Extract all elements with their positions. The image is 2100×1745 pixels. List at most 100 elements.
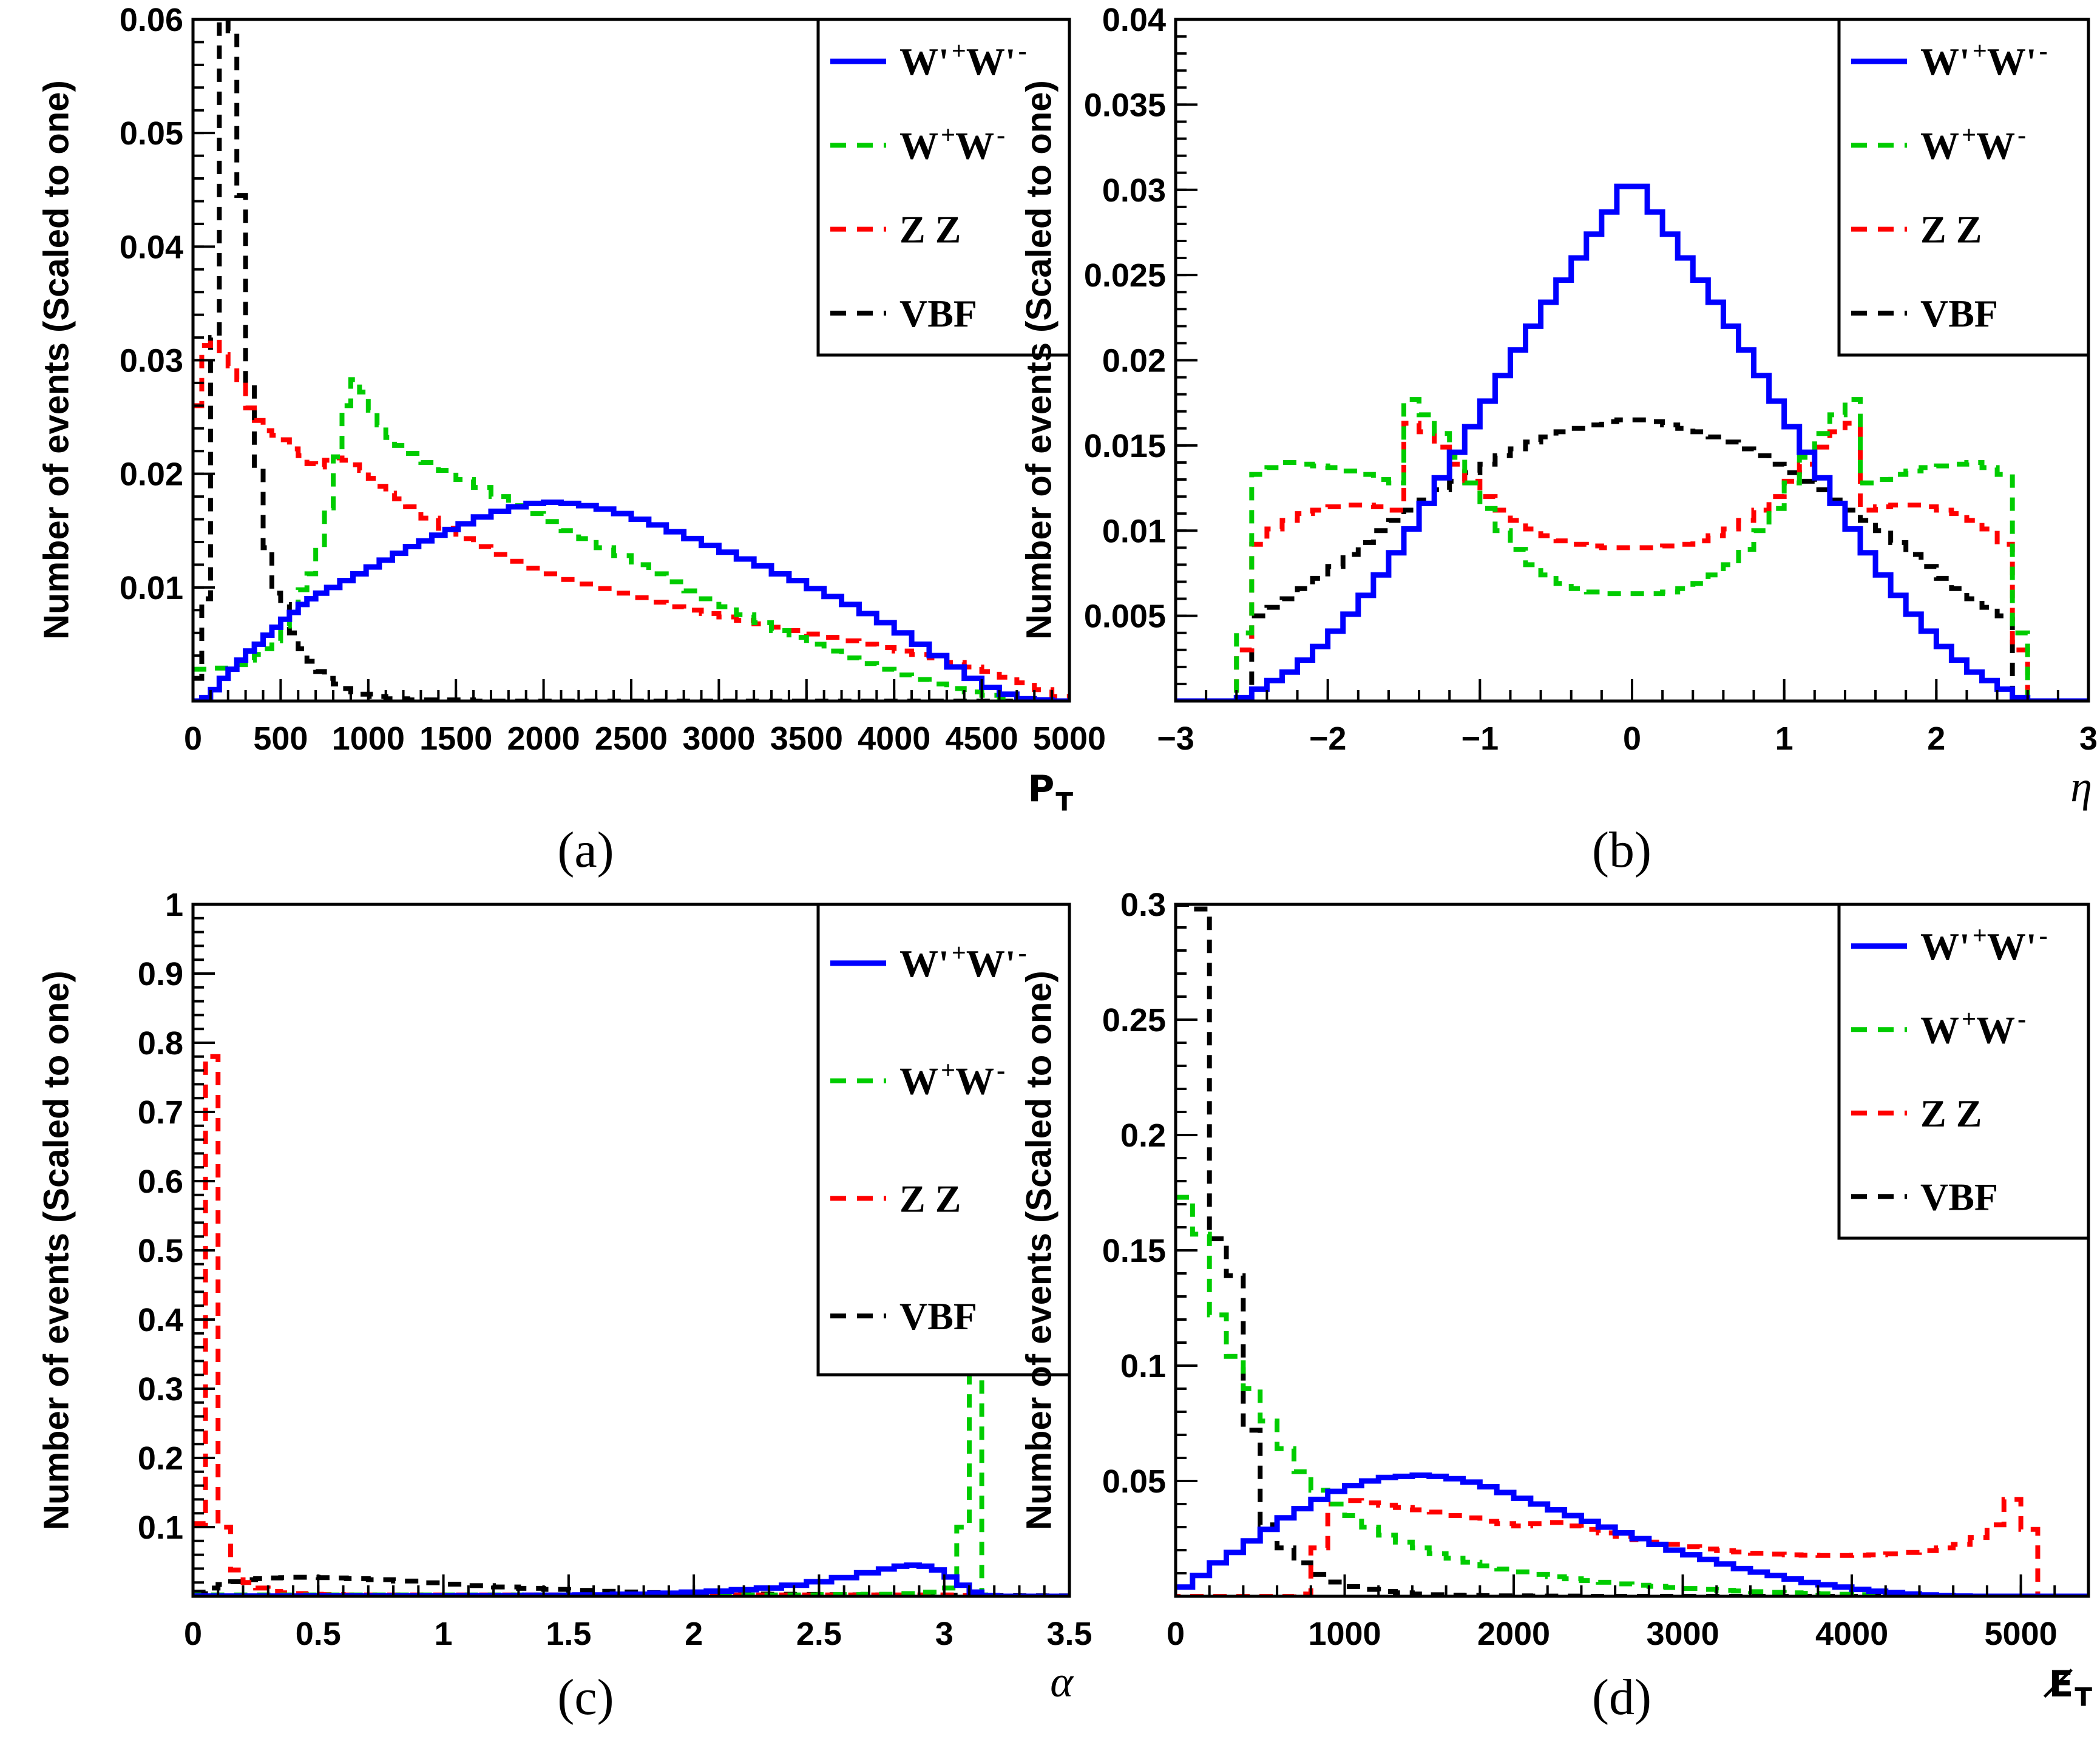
tick-labels-d: 0 1000 2000 3000 4000 5000 0.05 0.1 0.15 0.2 0.25 0… [1102,887,2058,1652]
y-tick-label: 0.03 [120,343,183,379]
x-tick-label: 3500 [770,720,843,757]
panel-b: −3 −2 −1 0 1 2 3 0.005 0.01 0.015 0.02 0.025 0.03 0.0… [1084,2,2098,811]
y-axis-title-panel-c: Number of events (Scaled to one) [36,971,76,1530]
x-tick-label: 0 [1167,1616,1185,1652]
x-tick-label: 2000 [507,720,580,757]
legend-d: W'+W'- W+W- Z Z VBF [1837,903,2090,1240]
x-tick-label: 1500 [419,720,492,757]
x-tick-label: 1 [1775,720,1793,757]
x-tick-label: 4000 [1815,1616,1888,1652]
legend-label-zz: Z Z [899,208,961,251]
tick-labels-a: 0 500 1000 1500 2000 2500 3000 3500 4000 4500 5000… [120,2,1106,757]
y-tick-label: 0.05 [1102,1463,1166,1500]
series-b-vbf [1176,417,2088,701]
legend-label-vbf: VBF [1920,292,1998,335]
legend-label-ww: W+W- [1920,121,2026,168]
x-tick-label: 2 [685,1616,703,1652]
x-tick-label: 3.5 [1046,1616,1092,1652]
x-tick-label: 0.5 [296,1616,341,1652]
x-axis-title-c: α [1050,1658,1074,1706]
legend-box [1837,903,2090,1240]
x-tick-label: 0 [1623,720,1641,757]
legend-label-wpwp: W'+W'- [899,938,1027,985]
y-tick-label: 0.1 [1120,1348,1166,1384]
y-tick-label: 0.1 [138,1510,183,1546]
x-tick-label: 0 [184,1616,202,1652]
y-tick-label: 0.25 [1102,1002,1166,1039]
x-tick-label: 0 [184,720,202,757]
y-tick-label: 0.01 [1102,513,1166,549]
y-tick-label: 0.8 [138,1025,183,1062]
x-tick-label: −1 [1462,720,1499,757]
legend-box [1837,18,2090,357]
x-tick-label: 500 [253,720,308,757]
x-axis-title-b: η [2070,762,2092,811]
y-tick-label: 0.025 [1084,257,1166,294]
x-tick-label: 2000 [1477,1616,1550,1652]
legend-label-zz: Z Z [1920,208,1982,251]
x-tick-label: 2500 [595,720,668,757]
legend-label-vbf: VBF [1920,1175,1998,1218]
legend-label-ww: W+W- [1920,1005,2026,1052]
x-tick-label: 5000 [1985,1616,2058,1652]
y-tick-label: 0.005 [1084,598,1166,635]
x-tick-label: −3 [1157,720,1194,757]
y-tick-label: 0.2 [1120,1117,1166,1154]
y-axis-title-panel-a: Number of events (Scaled to one) [36,80,76,640]
y-tick-label: 0.3 [138,1371,183,1408]
y-tick-label: 0.2 [138,1440,183,1477]
series-a-wpwp [193,499,1069,701]
x-tick-label: 1 [435,1616,453,1652]
x-tick-label: 1.5 [546,1616,591,1652]
legend-label-vbf: VBF [899,1295,977,1338]
legend-label-zz: Z Z [1920,1092,1982,1135]
y-tick-label: 0.04 [1102,2,1166,38]
legend-b: W'+W'- W+W- Z Z VBF [1837,18,2090,357]
legend-box [816,18,1071,357]
y-tick-label: 0.15 [1102,1233,1166,1269]
y-tick-label: 0.7 [138,1094,183,1131]
panel-c: 0 0.5 1 1.5 2 2.5 3 3.5 0.1 0.2 0.3 0.4 0.5 0.6 0.7 0.8… [138,887,1092,1706]
y-tick-label: 0.06 [120,2,183,38]
legend-label-wpwp: W'+W'- [899,37,1027,84]
y-axis-title-panel-b: Number of events (Scaled to one) [1019,80,1059,640]
caption-panel-b: (b) [1592,822,1651,878]
x-tick-label: 3000 [1646,1616,1719,1652]
tick-labels-c: 0 0.5 1 1.5 2 2.5 3 3.5 0.1 0.2 0.3 0.4 0.5 0.6 0.7 0.8… [138,887,1092,1652]
legend-label-wpwp: W'+W'- [1920,921,2048,968]
legend-label-wpwp: W'+W'- [1920,37,2048,84]
series-b-wpwp [1176,183,2088,701]
x-tick-label: 1000 [1308,1616,1381,1652]
x-tick-label: 3 [935,1616,953,1652]
curves-a [193,19,1069,701]
legend-label-ww: W+W- [899,1056,1005,1103]
y-tick-label: 0.5 [138,1233,183,1269]
panel-a: 0 500 1000 1500 2000 2500 3000 3500 4000 4500 5000… [120,2,1106,817]
legend-c: W'+W'- W+W- Z Z VBF [816,903,1071,1377]
y-tick-label: 0.3 [1120,887,1166,923]
frame-b [1174,18,2090,703]
x-tick-label: 2 [1927,720,1945,757]
y-tick-label: 0.01 [120,570,183,606]
x-tick-label: 3000 [682,720,755,757]
y-tick-label: 0.05 [120,115,183,152]
curves-b [1176,183,2088,701]
y-tick-label: 0.035 [1084,87,1166,123]
y-tick-label: 0.6 [138,1164,183,1200]
y-tick-label: 0.9 [138,956,183,992]
x-tick-label: −2 [1309,720,1347,757]
series-b-ww [1176,397,2088,701]
series-a-vbf [193,19,1069,701]
y-tick-label: 1 [165,887,183,923]
legend-label-vbf: VBF [899,292,977,335]
frame-a [191,18,1071,703]
frame-d [1174,903,2090,1598]
y-tick-label: 0.02 [120,456,183,493]
x-tick-label: 5000 [1033,720,1106,757]
legend-label-zz: Z Z [899,1177,961,1220]
legend-a: W'+W'- W+W- Z Z VBF [816,18,1071,357]
series-a-ww [193,377,1069,701]
series-a-zz [193,337,1069,699]
